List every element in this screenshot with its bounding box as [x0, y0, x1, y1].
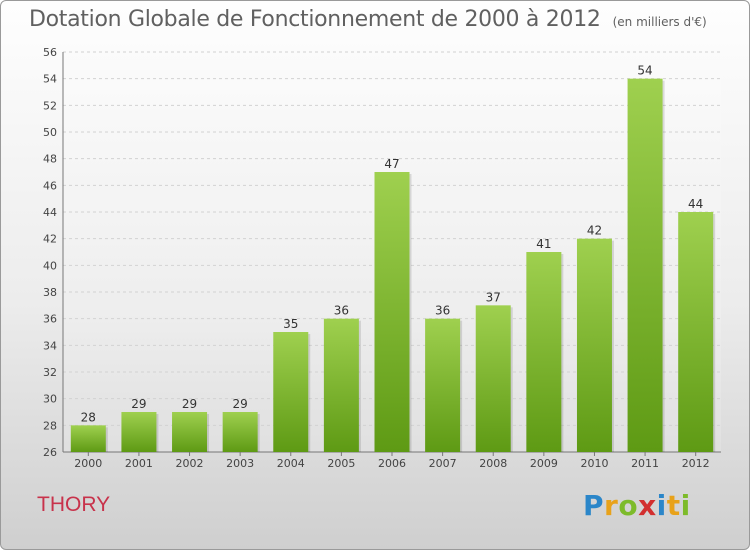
chart-title: Dotation Globale de Fonctionnement de 20…: [29, 7, 707, 32]
y-tick-label: 30: [43, 393, 57, 406]
y-tick-label: 32: [43, 366, 57, 379]
y-tick-label: 48: [43, 153, 57, 166]
bar: [627, 78, 663, 453]
x-tick-label: 2007: [429, 457, 457, 470]
commune-name: THORY: [37, 493, 111, 516]
chart-title-text: Dotation Globale de Fonctionnement de 20…: [29, 7, 601, 32]
y-tick-label: 50: [43, 126, 57, 139]
bar: [121, 412, 157, 452]
bar: [576, 238, 612, 452]
y-tick-label: 56: [43, 46, 57, 59]
proxiti-logo: Proxiti: [583, 489, 691, 522]
x-tick-label: 2009: [530, 457, 558, 470]
data-label: 35: [283, 317, 298, 331]
data-label: 42: [587, 224, 602, 238]
data-label: 29: [233, 397, 248, 411]
data-label: 28: [81, 410, 96, 424]
data-label: 36: [435, 304, 450, 318]
x-tick-label: 2010: [580, 457, 608, 470]
bar: [425, 318, 461, 452]
bar: [374, 172, 410, 452]
bar: [172, 412, 208, 452]
data-label: 47: [384, 157, 399, 171]
x-tick-label: 2008: [479, 457, 507, 470]
y-tick-label: 28: [43, 419, 57, 432]
y-tick-label: 40: [43, 259, 57, 272]
bar: [273, 332, 309, 452]
data-label: 54: [637, 64, 652, 78]
y-tick-label: 38: [43, 286, 57, 299]
x-tick-label: 2002: [176, 457, 204, 470]
y-tick-label: 26: [43, 446, 57, 459]
bar: [323, 318, 359, 452]
y-tick-label: 36: [43, 313, 57, 326]
bar: [70, 425, 106, 452]
data-label: 29: [182, 397, 197, 411]
y-tick-label: 52: [43, 99, 57, 112]
bar: [475, 305, 511, 452]
bar: [678, 212, 714, 452]
x-tick-label: 2001: [125, 457, 153, 470]
x-tick-label: 2006: [378, 457, 406, 470]
x-tick-label: 2005: [327, 457, 355, 470]
y-tick-label: 46: [43, 179, 57, 192]
data-label: 37: [486, 290, 501, 304]
data-label: 36: [334, 304, 349, 318]
x-tick-label: 2000: [74, 457, 102, 470]
x-tick-label: 2003: [226, 457, 254, 470]
y-tick-label: 42: [43, 233, 57, 246]
y-tick-label: 44: [43, 206, 57, 219]
bar: [526, 252, 562, 452]
bar: [222, 412, 258, 452]
chart-subtitle: (en milliers d'€): [612, 15, 707, 29]
data-label: 44: [688, 197, 703, 211]
y-tick-label: 54: [43, 73, 57, 86]
y-tick-label: 34: [43, 339, 57, 352]
x-tick-label: 2012: [682, 457, 710, 470]
x-tick-label: 2004: [277, 457, 305, 470]
x-tick-label: 2011: [631, 457, 659, 470]
data-label: 29: [131, 397, 146, 411]
data-label: 41: [536, 237, 551, 251]
